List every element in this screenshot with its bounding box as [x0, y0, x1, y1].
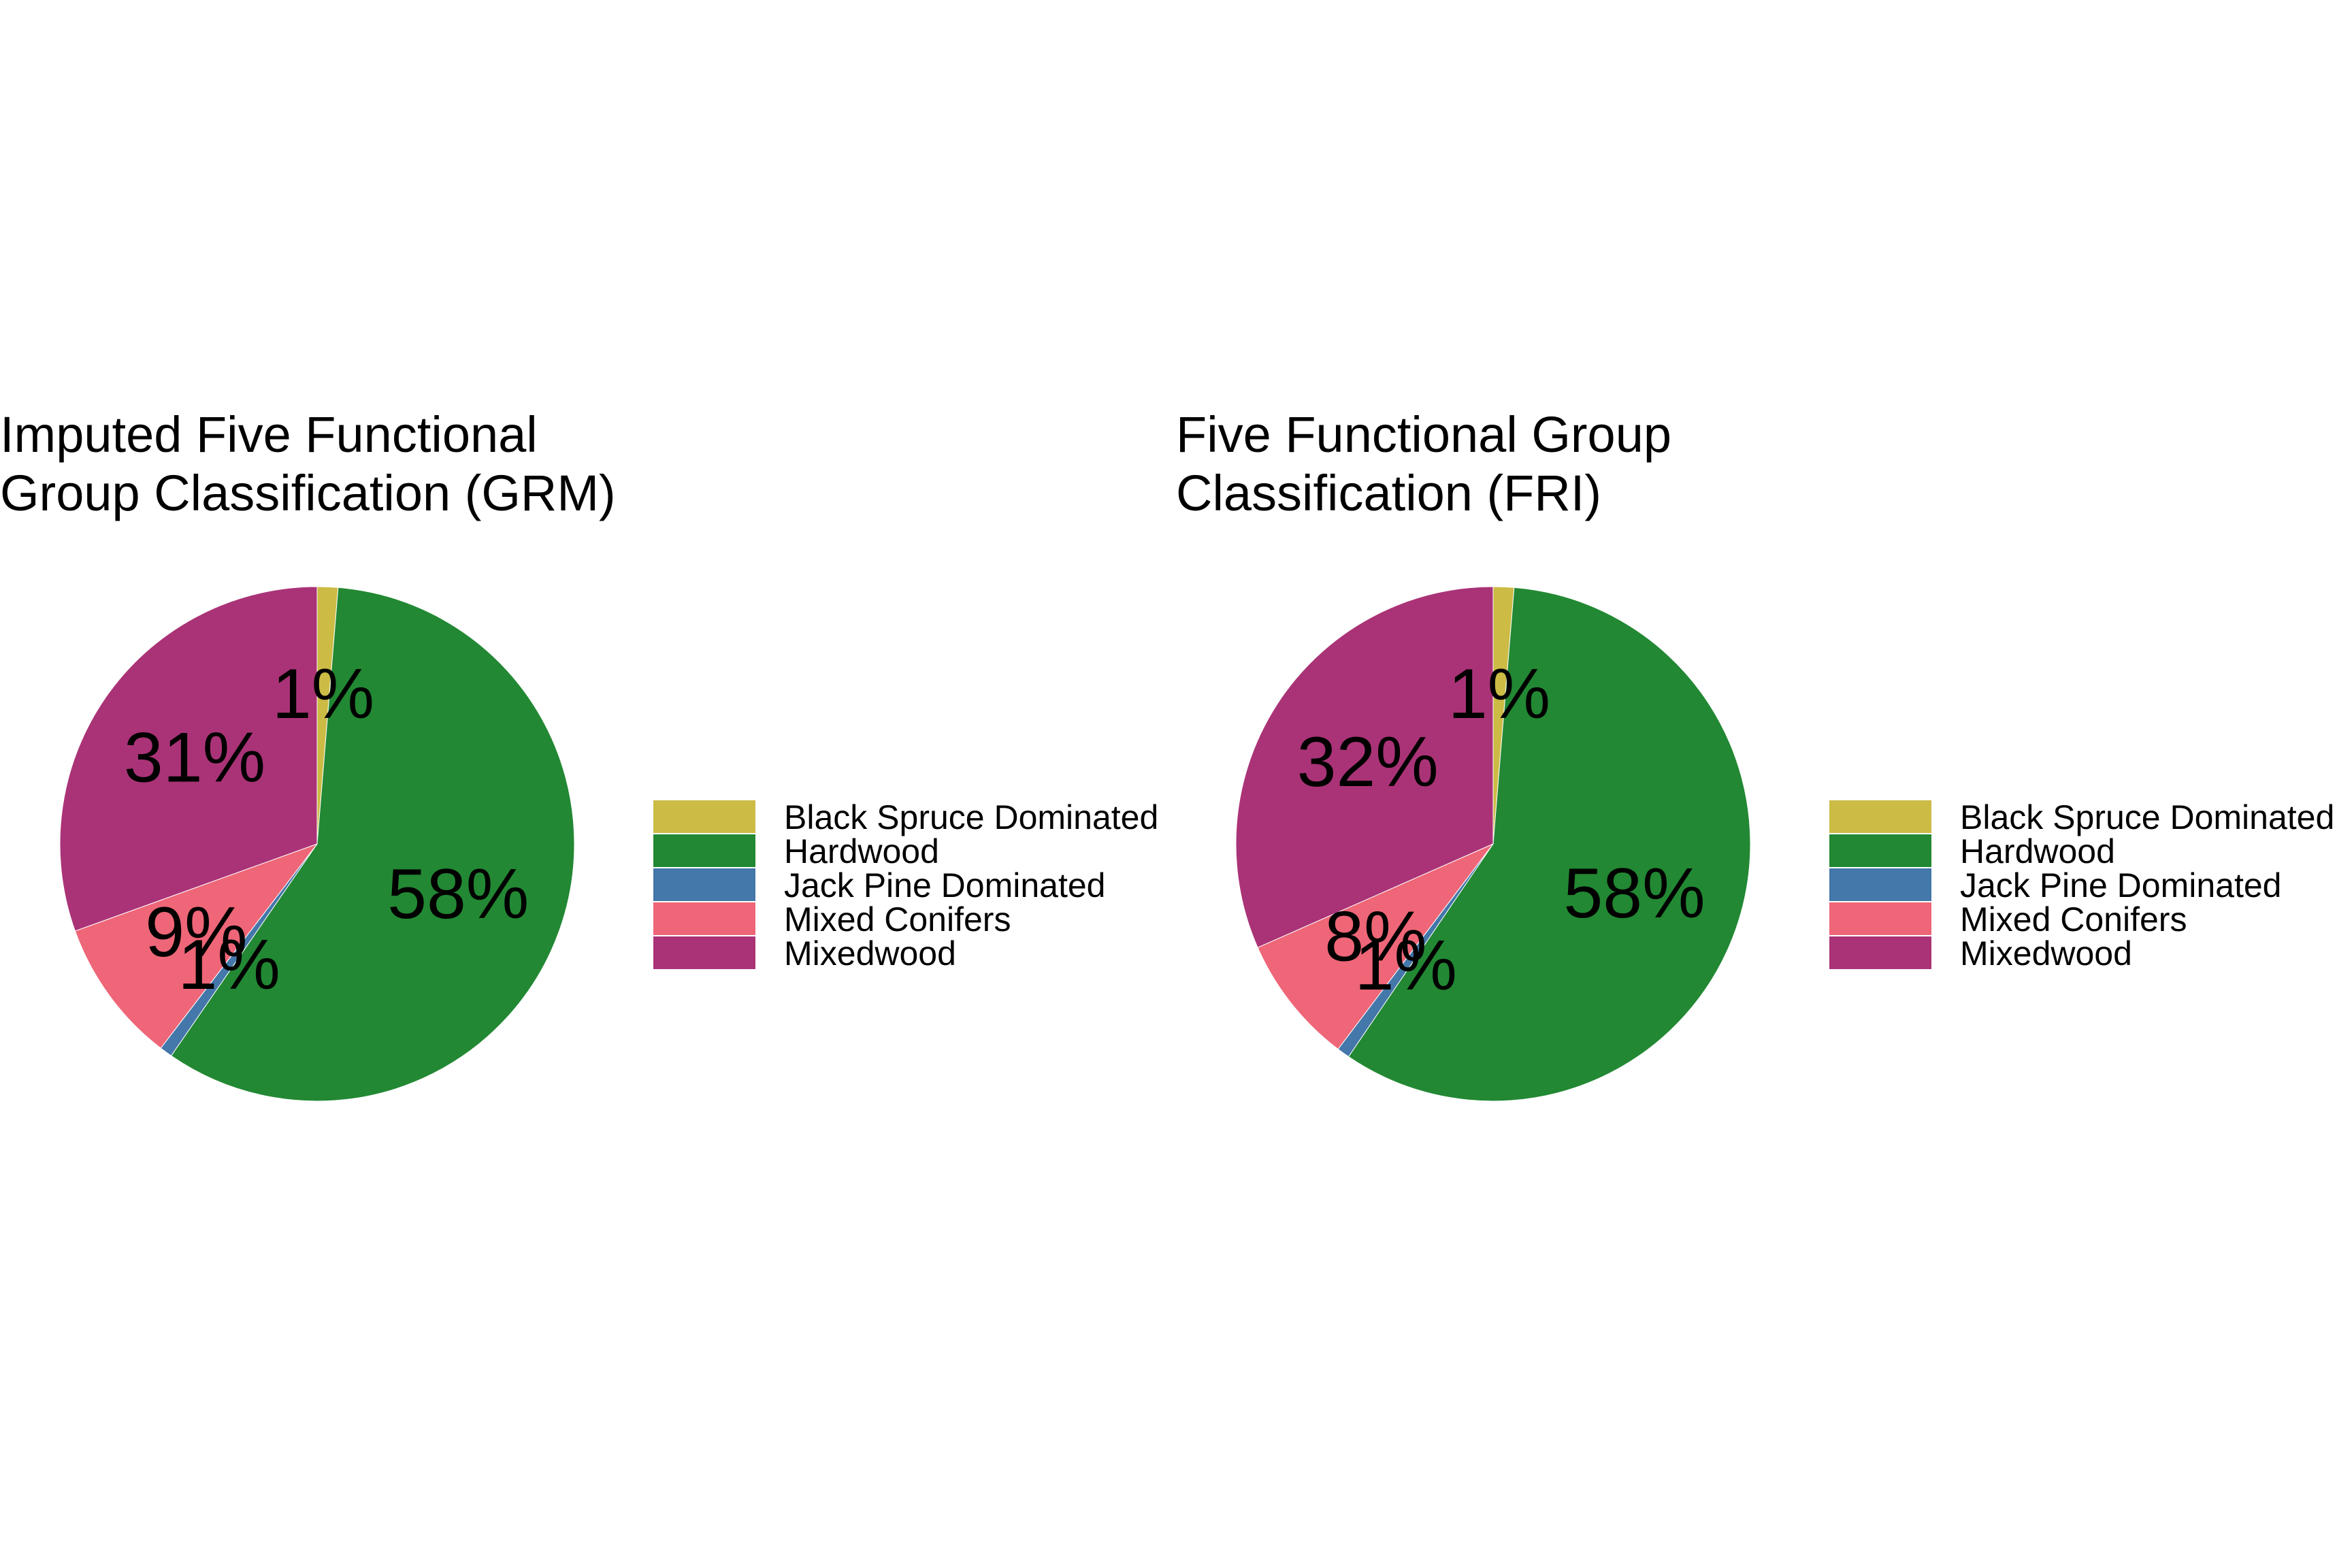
legend-label: Mixed Conifers — [784, 900, 1011, 938]
pie-label-mixedwood: 31% — [124, 719, 265, 798]
pie-label-jack-pine-dominated: 1% — [1355, 926, 1457, 1005]
pie-label-hardwood: 58% — [387, 855, 529, 934]
pie-slice-mixedwood — [1235, 586, 1494, 948]
legend-swatch — [1829, 834, 1931, 867]
pie-label-mixedwood: 32% — [1297, 723, 1439, 802]
chart-title: Imputed Five Functional Group Classifica… — [0, 406, 616, 521]
legend-swatch — [653, 902, 755, 935]
chart-title: Five Functional Group Classification (FR… — [1176, 406, 1672, 521]
pie-chart: 1%58%1%8%32% — [1235, 586, 1751, 1102]
legend-swatch — [653, 800, 755, 833]
legend-swatch — [1829, 800, 1931, 833]
legend-swatch — [1829, 868, 1931, 901]
pie-slice-mixed-conifers — [1257, 843, 1494, 1050]
pie-slice-mixedwood — [59, 586, 318, 932]
legend-item-hardwood: Hardwood — [1829, 834, 2347, 868]
legend-swatch — [653, 868, 755, 901]
pie-label-mixed-conifers: 8% — [1324, 898, 1426, 977]
pie-slice-mixed-conifers — [74, 843, 318, 1049]
legend-swatch — [1829, 936, 1931, 969]
legend-swatch — [653, 834, 755, 867]
pie-label-hardwood: 58% — [1563, 854, 1705, 933]
pie-label-mixed-conifers: 9% — [145, 893, 247, 972]
legend-item-black-spruce-dominated: Black Spruce Dominated — [1829, 800, 2347, 834]
legend-item-mixedwood: Mixedwood — [1829, 936, 2347, 970]
pie-label-jack-pine-dominated: 1% — [178, 926, 280, 1004]
legend-item-mixed-conifers: Mixed Conifers — [1829, 902, 2347, 936]
legend-label: Black Spruce Dominated — [1960, 798, 2335, 836]
legend-item-jack-pine-dominated: Jack Pine Dominated — [653, 868, 1171, 902]
legend-label: Jack Pine Dominated — [1960, 866, 2282, 904]
legend-item-black-spruce-dominated: Black Spruce Dominated — [653, 800, 1171, 834]
chart-panel-grm: Imputed Five Functional Group Classifica… — [0, 406, 1171, 1102]
legend-label: Jack Pine Dominated — [784, 866, 1106, 904]
legend-label: Black Spruce Dominated — [784, 798, 1159, 836]
legend-label: Hardwood — [784, 832, 939, 870]
pie-label-black-spruce-dominated: 1% — [272, 655, 374, 734]
pie-chart: 1%58%1%9%31% — [59, 586, 575, 1102]
legend-swatch — [653, 936, 755, 969]
pie-label-black-spruce-dominated: 1% — [1448, 655, 1550, 734]
legend-item-jack-pine-dominated: Jack Pine Dominated — [1829, 868, 2347, 902]
legend-item-mixed-conifers: Mixed Conifers — [653, 902, 1171, 936]
pie-slice-hardwood — [170, 587, 575, 1102]
legend-label: Mixed Conifers — [1960, 900, 2187, 938]
legend: Black Spruce Dominated Hardwood Jack Pine … — [1829, 800, 2347, 970]
legend-swatch — [1829, 902, 1931, 935]
legend-item-mixedwood: Mixedwood — [653, 936, 1171, 970]
pie-slice-hardwood — [1348, 587, 1751, 1102]
chart-panel-fri: Five Functional Group Classification (FR… — [1176, 0, 2352, 1568]
legend-label: Mixedwood — [1960, 934, 2132, 973]
legend: Black Spruce Dominated Hardwood Jack Pine … — [653, 800, 1171, 970]
legend-item-hardwood: Hardwood — [653, 834, 1171, 868]
legend-label: Mixedwood — [784, 934, 956, 973]
legend-label: Hardwood — [1960, 832, 2115, 870]
